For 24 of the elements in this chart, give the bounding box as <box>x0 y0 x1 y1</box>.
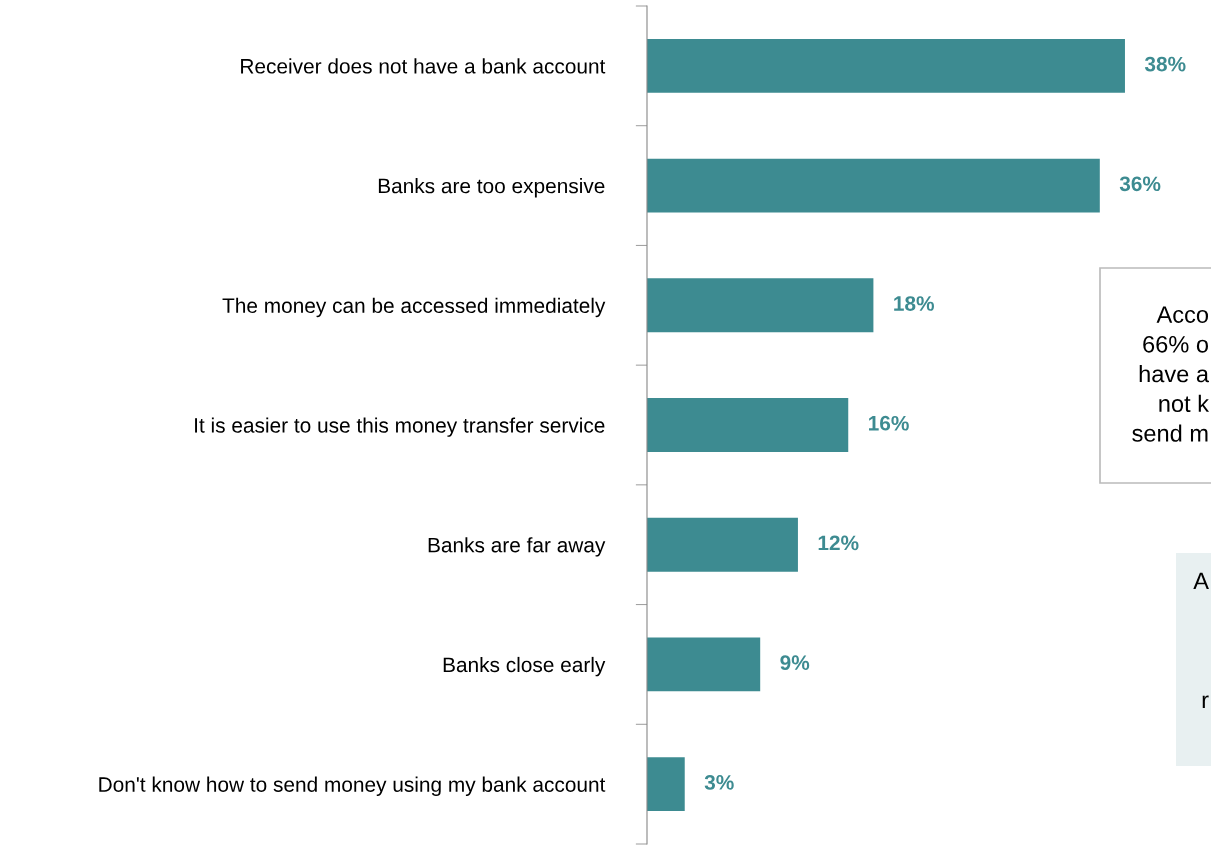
bar <box>647 637 761 692</box>
text: Acco 66% o have a not k send m <box>1132 306 1210 442</box>
data-label: 16% <box>869 415 909 431</box>
bar <box>647 158 1100 213</box>
y-tick-label: Banks close early <box>443 656 606 677</box>
bar <box>647 398 849 452</box>
text: r <box>1202 695 1209 709</box>
y-tick-label: It is easier to use this money transfer service <box>195 417 605 437</box>
y-tick-label: The money can be accessed immediately <box>222 297 606 318</box>
data-label: 38% <box>1144 56 1186 72</box>
bar <box>647 517 798 572</box>
text: A <box>1193 572 1209 590</box>
data-label: 3% <box>704 774 734 790</box>
bar <box>647 278 874 333</box>
bar <box>647 38 1125 93</box>
y-tick-label: Banks are far away <box>428 537 606 557</box>
data-label: 9% <box>780 655 810 671</box>
data-label: 12% <box>818 535 859 551</box>
y-tick-label: Receiver does not have a bank account <box>241 58 606 74</box>
data-label: 18% <box>894 296 934 311</box>
y-tick-label: Banks are too expensive <box>378 178 605 198</box>
bar <box>647 757 685 812</box>
data-label: 36% <box>1119 176 1161 192</box>
y-tick-label: Don't know how to send money using my bank account <box>99 776 606 797</box>
